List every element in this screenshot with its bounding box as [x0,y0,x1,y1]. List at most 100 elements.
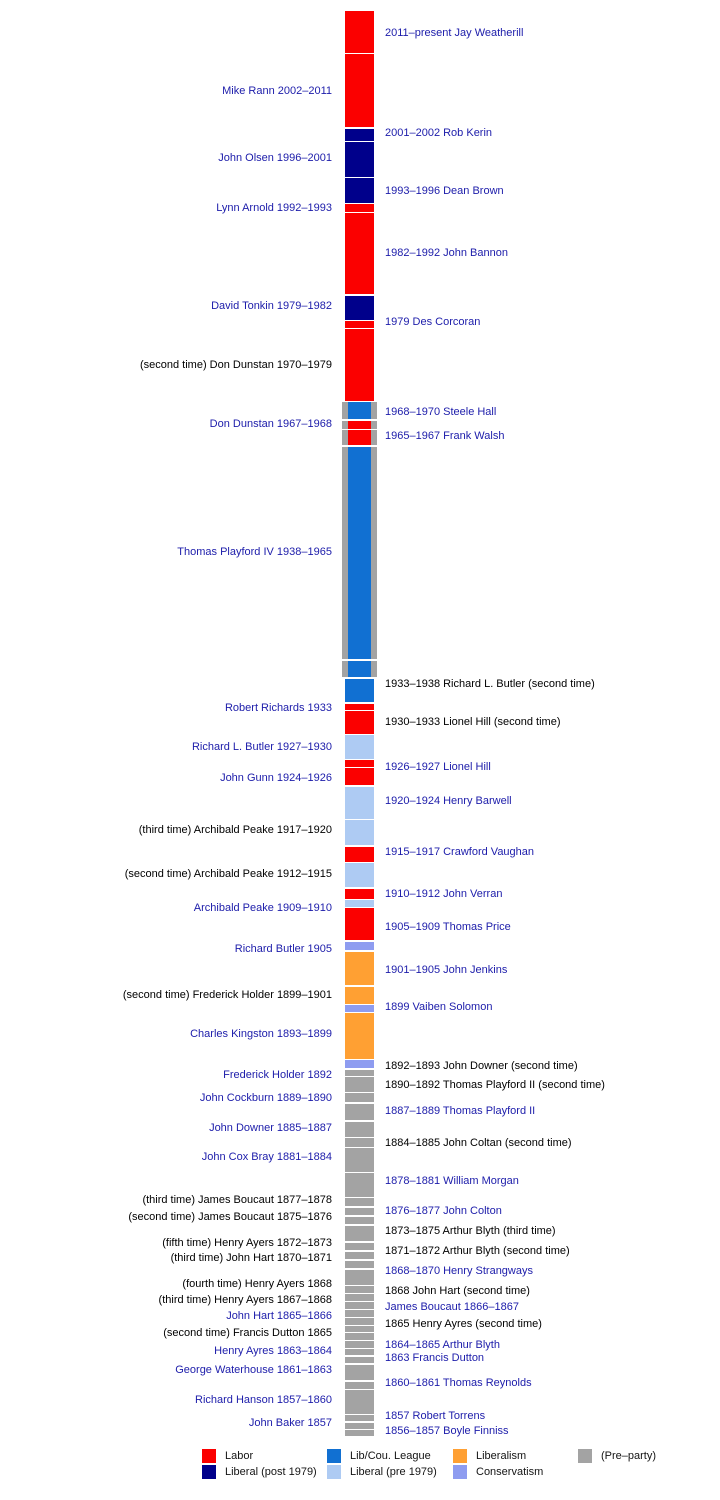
timeline-label-thomas-playford-iv[interactable]: Thomas Playford IV 1938–1965 [177,546,332,558]
legend-swatch-lcl [327,1449,341,1463]
timeline-bar-henry-ayres-1 [345,1349,374,1355]
timeline-label-francis-dutton-1[interactable]: 1863 Francis Dutton [385,1352,485,1364]
timeline-label-frederick-holder-2: (second time) Frederick Holder 1899–1901 [122,989,332,1001]
timeline-bar-dean-brown [345,178,374,203]
timeline-label-john-cockburn[interactable]: John Cockburn 1889–1890 [199,1092,332,1104]
timeline-label-james-boucaut-2: (second time) James Boucaut 1875–1876 [128,1211,332,1223]
timeline-label-thomas-playford-ii-2: 1890–1892 Thomas Playford II (second tim… [385,1079,605,1091]
timeline-label-thomas-reynolds[interactable]: 1860–1861 Thomas Reynolds [385,1377,532,1389]
timeline-label-david-tonkin[interactable]: David Tonkin 1979–1982 [211,300,332,312]
timeline-bar-george-waterhouse [345,1364,374,1380]
timeline-label-william-morgan[interactable]: 1878–1881 William Morgan [385,1175,519,1187]
timeline-label-arthur-blyth-1[interactable]: 1864–1865 Arthur Blyth [385,1339,500,1351]
timeline-bar-john-coltan-2 [345,1138,374,1147]
timeline-bar-john-baker [345,1422,374,1429]
timeline-bar-don-dunstan-2 [345,329,374,401]
timeline-label-henry-barwell[interactable]: 1920–1924 Henry Barwell [385,795,512,807]
timeline-label-richard-l-butler-1[interactable]: Richard L. Butler 1927–1930 [191,741,332,753]
timeline-bar-vaiben-solomon [345,1005,374,1012]
timeline-label-james-boucaut-3: (third time) James Boucaut 1877–1878 [142,1194,332,1206]
timeline-label-lionel-hill-1[interactable]: 1926–1927 Lionel Hill [385,761,491,773]
timeline-label-mike-rann[interactable]: Mike Rann 2002–2011 [222,85,332,97]
legend-swatch-liberal_post_1979 [202,1465,216,1479]
timeline-label-john-hart-1[interactable]: John Hart 1865–1866 [226,1310,332,1322]
timeline-label-don-dunstan-1[interactable]: Don Dunstan 1967–1968 [209,418,332,430]
timeline-label-john-olsen[interactable]: John Olsen 1996–2001 [218,152,332,164]
timeline-label-charles-kingston[interactable]: Charles Kingston 1893–1899 [190,1028,332,1040]
timeline-bar-henry-ayers-5 [345,1242,374,1250]
timeline-bar-thomas-price [345,908,374,940]
timeline-bar-john-colton-1 [345,1207,374,1215]
timeline-label-henry-ayres-1[interactable]: Henry Ayres 1863–1864 [214,1345,332,1357]
legend-swatch-pre_party [578,1449,592,1463]
timeline-bar-boyle-finniss [345,1430,374,1436]
timeline-label-archibald-peake-1[interactable]: Archibald Peake 1909–1910 [193,902,332,914]
timeline-label-richard-hanson[interactable]: Richard Hanson 1857–1860 [195,1394,332,1406]
timeline-label-john-bannon[interactable]: 1982–1992 John Bannon [385,247,508,259]
timeline-bar-john-downer-2 [345,1060,374,1068]
timeline-bar-william-morgan [345,1173,374,1197]
timeline-bar-henry-barwell [345,786,374,819]
timeline-bar-john-hart-2 [345,1294,374,1301]
timeline-label-frederick-holder-1[interactable]: Frederick Holder 1892 [223,1069,332,1081]
timeline-bar-frederick-holder-2 [345,986,374,1004]
timeline-label-jay-weatherill[interactable]: 2011–present Jay Weatherill [385,27,524,39]
timeline-label-robert-richards[interactable]: Robert Richards 1933 [224,702,332,714]
timeline-label-crawford-vaughan[interactable]: 1915–1917 Crawford Vaughan [385,846,535,858]
timeline-label-vaiben-solomon[interactable]: 1899 Vaiben Solomon [385,1001,493,1013]
timeline-label-george-waterhouse[interactable]: George Waterhouse 1861–1863 [175,1364,332,1376]
timeline-bar-thomas-playford-iv [348,446,371,659]
legend-label-pre_party: (Pre–party) [601,1450,657,1462]
timeline-bar-richard-butler [345,941,374,950]
timeline-label-des-corcoran[interactable]: 1979 Des Corcoran [385,316,481,328]
timeline-label-henry-ayres-2: 1865 Henry Ayres (second time) [385,1318,542,1330]
timeline-bar-james-boucaut-2 [345,1216,374,1224]
timeline-label-james-boucaut-1[interactable]: James Boucaut 1866–1867 [385,1301,519,1313]
timeline-bar-arthur-blyth-1 [345,1341,374,1348]
timeline-label-john-colton-1[interactable]: 1876–1877 John Colton [385,1205,502,1217]
timeline-label-steele-hall[interactable]: 1968–1970 Steele Hall [385,406,497,418]
timeline-bar-lionel-hill-2 [345,711,374,734]
timeline-bar-des-corcoran [345,321,374,328]
timeline-label-john-downer-1[interactable]: John Downer 1885–1887 [209,1122,332,1134]
timeline-bar-henry-ayres-2 [345,1326,374,1332]
timeline-label-henry-ayers-5: (fifth time) Henry Ayers 1872–1873 [162,1237,332,1249]
timeline-bar-jay-weatherill [345,11,374,53]
timeline-label-thomas-price[interactable]: 1905–1909 Thomas Price [385,921,511,933]
timeline-bar-john-downer-1 [345,1121,374,1137]
timeline-bar-henry-ayers-3 [345,1302,374,1309]
timeline-label-john-verran[interactable]: 1910–1912 John Verran [385,888,503,900]
timeline-label-robert-torrens[interactable]: 1857 Robert Torrens [385,1410,486,1422]
timeline-bar-john-bannon [345,213,374,294]
timeline-label-john-gunn[interactable]: John Gunn 1924–1926 [220,772,332,784]
timeline-bar-crawford-vaughan [345,846,374,862]
timeline-label-arthur-blyth-2: 1871–1872 Arthur Blyth (second time) [385,1245,570,1257]
timeline-bar-richard-l-butler-2 [345,678,374,702]
timeline-label-thomas-playford-ii-1[interactable]: 1887–1889 Thomas Playford II [385,1105,536,1117]
timeline-label-frank-walsh[interactable]: 1965–1967 Frank Walsh [385,430,505,442]
timeline-label-dean-brown[interactable]: 1993–1996 Dean Brown [385,185,504,197]
timeline-label-arthur-blyth-3: 1873–1875 Arthur Blyth (third time) [385,1225,556,1237]
timeline-bar-don-dunstan-1 [348,420,371,429]
timeline-bar-arthur-blyth-3 [345,1225,374,1241]
timeline-bar-david-tonkin [345,295,374,320]
timeline-label-lynn-arnold[interactable]: Lynn Arnold 1992–1993 [216,202,332,214]
timeline-bar-charles-kingston [345,1013,374,1059]
timeline-label-richard-butler[interactable]: Richard Butler 1905 [234,943,332,955]
timeline-bar-robert-richards [345,703,374,710]
timeline-label-rob-kerin[interactable]: 2001–2002 Rob Kerin [385,127,493,139]
timeline-label-boyle-finniss[interactable]: 1856–1857 Boyle Finniss [385,1425,509,1437]
timeline-label-john-baker[interactable]: John Baker 1857 [248,1417,332,1429]
timeline-label-john-hart-2: 1868 John Hart (second time) [385,1285,530,1297]
timeline-label-henry-strangways[interactable]: 1868–1870 Henry Strangways [385,1265,533,1277]
timeline-label-john-cox-bray[interactable]: John Cox Bray 1881–1884 [201,1151,332,1163]
legend-label-lcl: Lib/Cou. League [350,1450,431,1462]
legend-label-liberal_pre_1979: Liberal (pre 1979) [350,1466,437,1478]
timeline-bar-frank-walsh [348,430,371,445]
timeline-label-john-jenkins[interactable]: 1901–1905 John Jenkins [385,964,508,976]
timeline-bar-thomas-playford-ii-2 [345,1077,374,1092]
timeline-bar-lionel-hill-1 [345,760,374,767]
timeline-bar-henry-strangways [345,1269,374,1285]
timeline-bar-robert-torrens [345,1415,374,1421]
